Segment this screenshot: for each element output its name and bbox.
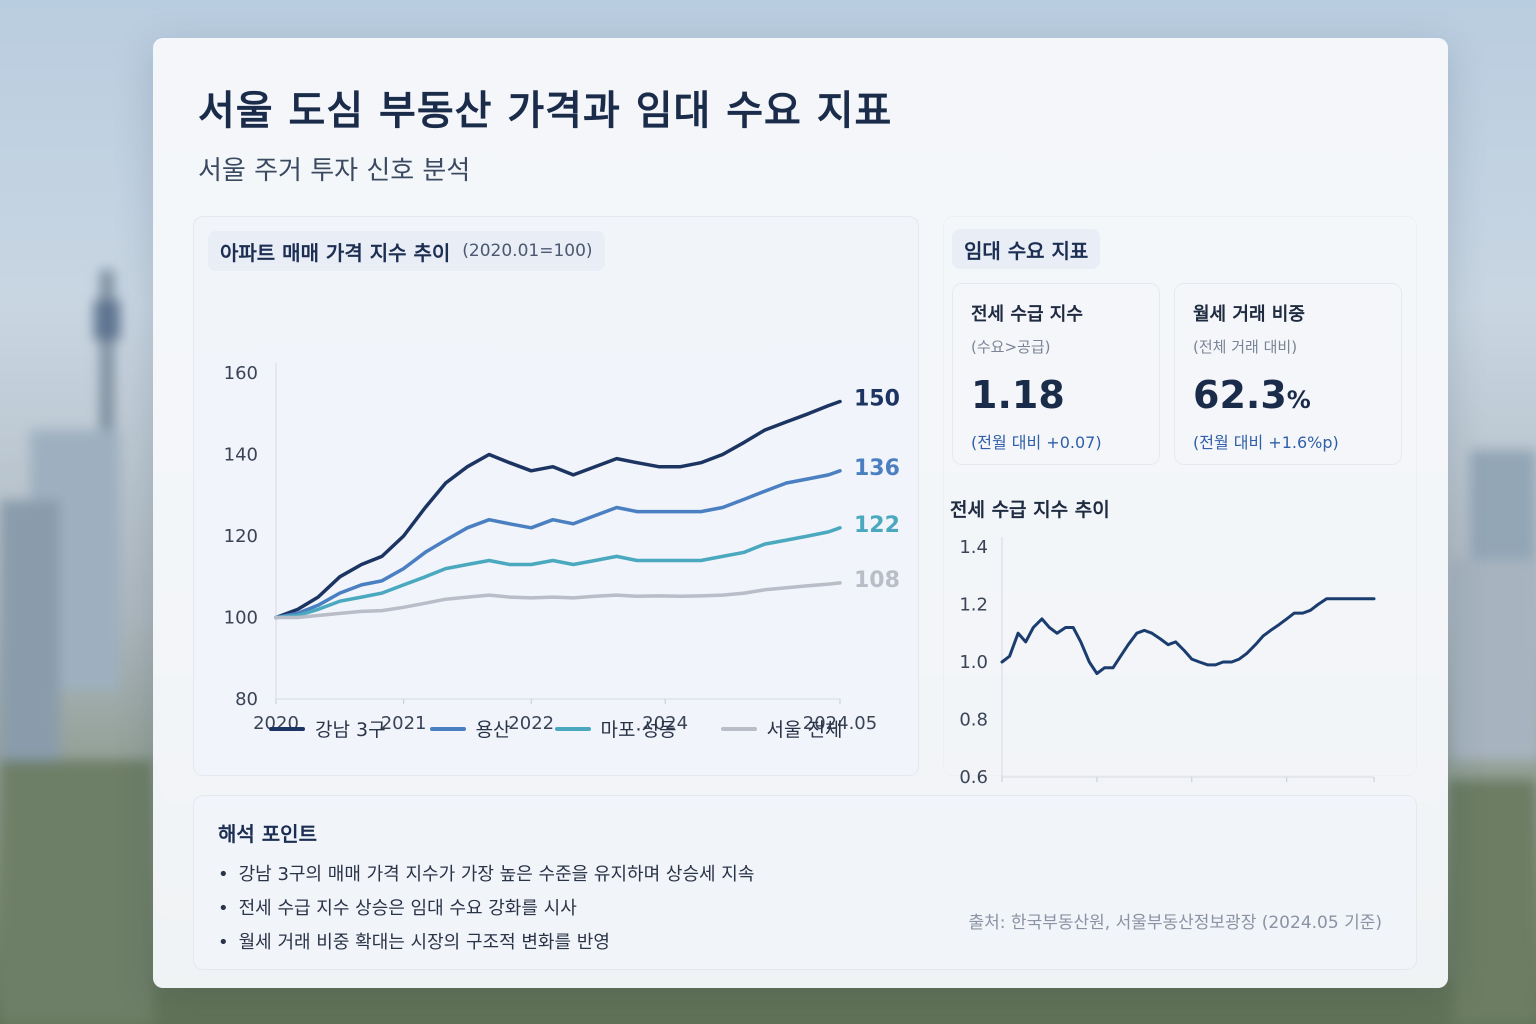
y-tick-label: 1.2 (959, 595, 988, 616)
kpi-monthly-rent-share: 월세 거래 비중 (전체 거래 대비) 62.3% (전월 대비 +1.6%p) (1174, 283, 1402, 465)
legend-swatch (554, 726, 591, 731)
kpi-jeonse-supply-demand: 전세 수급 지수 (수요>공급) 1.18 (전월 대비 +0.07) (952, 283, 1160, 465)
legend-swatch (429, 726, 466, 731)
interpretation-list: 강남 3구의 매매 가격 지수가 가장 높은 수준을 유지하며 상승세 지속 전… (218, 858, 755, 960)
y-tick-label: 1.4 (959, 537, 988, 558)
y-tick-label: 1.0 (959, 652, 988, 673)
kpi-unit: % (1286, 386, 1311, 414)
x-tick-label: 2024 (642, 713, 688, 734)
x-tick-label: 2021 (381, 713, 427, 734)
mini-chart-title: 전세 수급 지수 추이 (950, 499, 1110, 521)
interpretation-title: 해석 포인트 (218, 822, 317, 846)
series-line-0 (274, 399, 842, 620)
x-tick-label: 2022 (508, 713, 554, 734)
price-index-card: 아파트 매매 가격 지수 추이 (2020.01=100) 80 100 120 14… (193, 216, 919, 776)
legend-label: 서울 전체 (766, 719, 843, 741)
legend-item-yongsan: 용산 (429, 715, 511, 742)
page-title: 서울 도심 부동산 가격과 임대 수요 지표 (198, 88, 893, 134)
list-item: 월세 거래 비중 확대는 시장의 구조적 변화를 반영 (218, 926, 754, 960)
price-index-legend: 강남 3구 용산 마포·성동 서울 전체 (269, 715, 842, 742)
legend-label: 마포·성동 (600, 719, 677, 741)
y-tick-label: 120 (224, 526, 258, 547)
kpi-value: 1.18 (971, 373, 1141, 417)
kpi-value: 62.3% (1193, 373, 1383, 417)
legend-swatch (269, 726, 305, 731)
jeonse-index-chart: 0.60.81.01.21.420202021202220232024.05 (959, 537, 1376, 787)
legend-label: 강남 3구 (315, 719, 386, 741)
series-line-2 (274, 526, 842, 620)
kpi-change: (전월 대비 +0.07) (971, 433, 1102, 452)
series-end-label: 108 (854, 568, 900, 593)
kpi-change: (전월 대비 +1.6%p) (1193, 433, 1339, 452)
x-tick-label: 2024.05 (803, 713, 877, 734)
series-end-label: 136 (854, 456, 900, 481)
y-tick-label: 0.6 (959, 767, 988, 787)
kpi-sub: (수요>공급) (971, 338, 1051, 356)
legend-item-gangnam: 강남 3구 (269, 715, 386, 742)
series-line-0 (1000, 597, 1376, 675)
series-line-3 (274, 581, 842, 620)
list-item: 강남 3구의 매매 가격 지수가 가장 높은 수준을 유지하며 상승세 지속 (218, 858, 755, 892)
source-note: 출처: 한국부동산원, 서울부동산정보광장 (2024.05 기준) (968, 913, 1382, 933)
series-end-label: 122 (854, 513, 900, 538)
kpi-title: 전세 수급 지수 (971, 304, 1083, 325)
legend-label: 용산 (475, 719, 511, 741)
kpi-value-number: 62.3 (1193, 373, 1287, 417)
y-tick-label: 80 (235, 689, 258, 710)
legend-swatch (720, 726, 757, 731)
dashboard-panel: 서울 도심 부동산 가격과 임대 수요 지표 서울 주거 투자 신호 분석 아파… (153, 38, 1448, 988)
series-line-1 (274, 469, 842, 620)
y-tick-label: 160 (224, 363, 258, 384)
legend-item-mapo-seongdong: 마포·성동 (554, 715, 677, 742)
page-subtitle: 서울 주거 투자 신호 분석 (198, 156, 471, 186)
kpi-value-number: 1.18 (971, 373, 1065, 417)
rental-demand-card-header: 임대 수요 지표 (952, 229, 1101, 269)
price-index-card-header: 아파트 매매 가격 지수 추이 (2020.01=100) (208, 231, 605, 271)
price-index-note: (2020.01=100) (462, 241, 593, 261)
rental-demand-title: 임대 수요 지표 (964, 238, 1089, 263)
price-index-title: 아파트 매매 가격 지수 추이 (220, 240, 451, 265)
legend-item-seoul-total: 서울 전체 (720, 715, 843, 742)
kpi-sub: (전체 거래 대비) (1193, 338, 1298, 356)
kpi-title: 월세 거래 비중 (1193, 304, 1305, 325)
interpretation-card: 해석 포인트 강남 3구의 매매 가격 지수가 가장 높은 수준을 유지하며 상… (193, 795, 1417, 970)
list-item: 전세 수급 지수 상승은 임대 수요 강화를 시사 (218, 892, 754, 926)
series-end-label: 150 (854, 387, 900, 412)
y-tick-label: 100 (224, 608, 258, 629)
y-tick-label: 140 (224, 445, 258, 466)
rental-demand-card: 임대 수요 지표 전세 수급 지수 (수요>공급) 1.18 (전월 대비 +0… (943, 216, 1417, 787)
y-tick-label: 0.8 (959, 710, 988, 731)
